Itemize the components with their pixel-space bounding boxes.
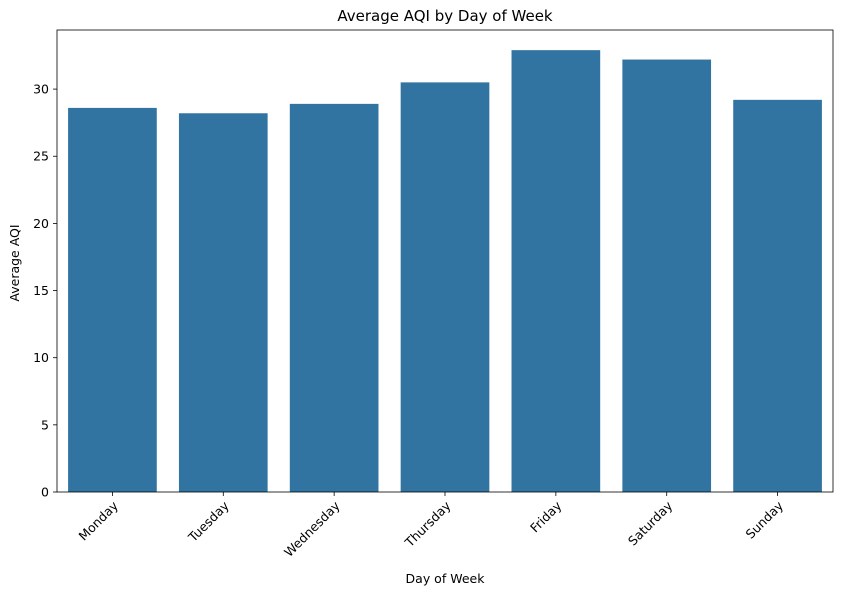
x-tick-label-sunday: Sunday	[742, 498, 786, 542]
bar-thursday	[400, 82, 490, 493]
x-axis: Monday Tuesday Wednesday Thursday Friday Satu…	[76, 492, 787, 560]
y-tick-label: 10	[33, 350, 49, 365]
y-tick-label: 20	[33, 216, 49, 231]
x-tick-label-monday: Monday	[76, 498, 122, 544]
bar-monday	[68, 107, 157, 492]
x-tick-label-saturday: Saturday	[625, 498, 676, 549]
y-tick-label: 15	[33, 283, 49, 298]
bar-tuesday	[178, 113, 268, 492]
y-axis: 0 5 10 15 20 25 30	[33, 82, 57, 500]
bar-sunday	[733, 99, 822, 492]
plot-frame	[56, 29, 834, 493]
bars-group	[68, 50, 822, 493]
bar-wednesday	[289, 103, 379, 493]
bar-saturday	[622, 59, 712, 493]
y-tick-label: 30	[33, 82, 49, 97]
y-tick-label: 5	[41, 417, 49, 432]
y-axis-label: Average AQI	[7, 224, 22, 301]
x-tick-label-friday: Friday	[527, 498, 565, 536]
x-tick-label-wednesday: Wednesday	[281, 498, 343, 560]
bar-friday	[511, 50, 601, 492]
y-tick-label: 25	[33, 149, 49, 164]
x-axis-label: Day of Week	[406, 571, 486, 586]
chart-title: Average AQI by Day of Week	[337, 7, 553, 25]
x-tick-label-thursday: Thursday	[401, 498, 454, 551]
y-tick-label: 0	[41, 485, 49, 500]
x-tick-label-tuesday: Tuesday	[185, 498, 233, 546]
